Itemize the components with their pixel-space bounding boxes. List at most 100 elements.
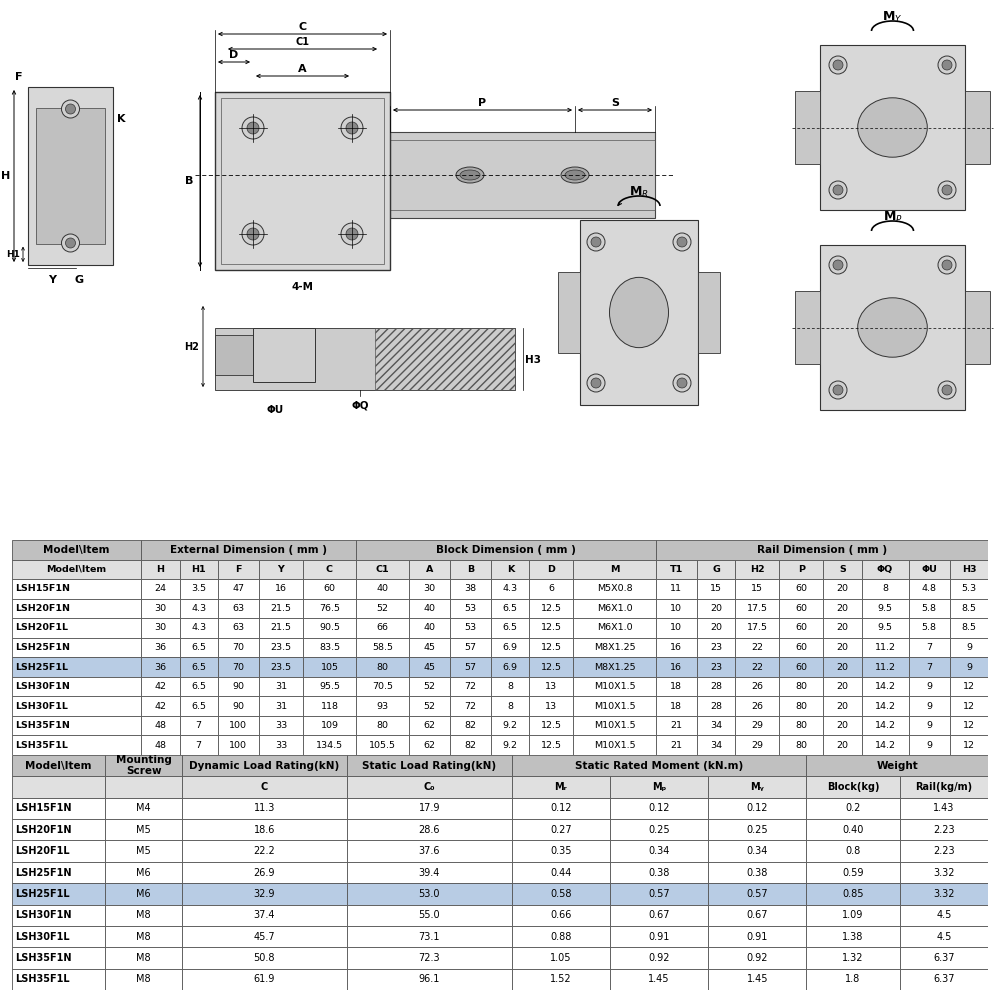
Bar: [573, 560, 656, 579]
Text: 28.6: 28.6: [419, 825, 440, 835]
Bar: [806, 819, 900, 840]
Bar: [356, 657, 409, 677]
Circle shape: [677, 237, 687, 247]
Text: Dynamic Load Rating(kN): Dynamic Load Rating(kN): [189, 761, 339, 771]
Text: 2.23: 2.23: [933, 825, 955, 835]
Text: 72.3: 72.3: [418, 953, 440, 963]
Text: 11.2: 11.2: [875, 643, 896, 652]
Bar: [303, 618, 356, 638]
Text: 33: 33: [275, 741, 287, 750]
Bar: [491, 677, 529, 696]
Bar: [141, 735, 180, 755]
Bar: [141, 560, 180, 579]
Circle shape: [247, 228, 259, 240]
Text: LSH30F1N: LSH30F1N: [15, 682, 70, 691]
Text: 8: 8: [507, 702, 513, 711]
Bar: [409, 716, 450, 735]
Text: Mᵣ: Mᵣ: [555, 782, 567, 792]
Bar: [512, 969, 610, 990]
Bar: [823, 560, 862, 579]
Text: Model\Item: Model\Item: [43, 545, 110, 555]
Text: Static Rated Moment (kN.m): Static Rated Moment (kN.m): [575, 761, 743, 771]
Text: 12.5: 12.5: [541, 643, 562, 652]
Text: 6: 6: [548, 584, 554, 593]
Bar: [512, 798, 610, 819]
Text: C: C: [298, 22, 307, 32]
Text: 0.66: 0.66: [550, 910, 572, 920]
Text: 30: 30: [154, 623, 167, 632]
Text: 0.92: 0.92: [747, 953, 768, 963]
Text: 20: 20: [836, 584, 848, 593]
Text: M8: M8: [136, 932, 151, 942]
Bar: [409, 579, 450, 599]
Bar: [708, 819, 806, 840]
Bar: [12, 540, 141, 560]
Bar: [409, 638, 450, 657]
Text: H2: H2: [184, 342, 199, 352]
Bar: [303, 560, 356, 579]
Text: 6.5: 6.5: [503, 623, 518, 632]
Text: 7: 7: [196, 741, 202, 750]
Text: 66: 66: [376, 623, 388, 632]
Bar: [950, 638, 988, 657]
Text: LSH25F1N: LSH25F1N: [15, 643, 70, 652]
Text: 30: 30: [423, 584, 436, 593]
Text: Y: Y: [48, 275, 56, 285]
Bar: [450, 657, 491, 677]
Bar: [347, 776, 512, 798]
Text: 15: 15: [710, 584, 722, 593]
Bar: [735, 716, 779, 735]
Bar: [610, 862, 708, 883]
Circle shape: [341, 117, 363, 139]
Bar: [610, 840, 708, 862]
Bar: [218, 735, 259, 755]
Text: 52: 52: [423, 682, 435, 691]
Bar: [105, 862, 182, 883]
Bar: [141, 638, 180, 657]
Bar: [303, 735, 356, 755]
Text: M8X1.25: M8X1.25: [594, 663, 635, 672]
Text: Weight: Weight: [876, 761, 918, 771]
Text: 95.5: 95.5: [319, 682, 340, 691]
Circle shape: [829, 181, 847, 199]
Bar: [656, 735, 697, 755]
Text: 4.5: 4.5: [936, 932, 952, 942]
Text: 2.23: 2.23: [933, 846, 955, 856]
Bar: [356, 618, 409, 638]
Text: LSH35F1L: LSH35F1L: [15, 974, 70, 984]
Bar: [735, 735, 779, 755]
Text: ΦU: ΦU: [921, 565, 937, 574]
Bar: [218, 579, 259, 599]
Bar: [259, 657, 303, 677]
Bar: [180, 657, 218, 677]
Bar: [180, 618, 218, 638]
Bar: [347, 926, 512, 947]
Text: 20: 20: [710, 604, 722, 613]
Text: 10: 10: [670, 623, 682, 632]
Bar: [356, 696, 409, 716]
Text: 21.5: 21.5: [270, 623, 291, 632]
Text: 16: 16: [275, 584, 287, 593]
Bar: [656, 696, 697, 716]
Bar: [512, 755, 806, 776]
Text: 57: 57: [465, 663, 477, 672]
Bar: [950, 579, 988, 599]
Text: 11: 11: [670, 584, 682, 593]
Text: A: A: [426, 565, 433, 574]
Text: H: H: [1, 171, 10, 181]
Text: 14.2: 14.2: [875, 702, 896, 711]
Bar: [221, 98, 384, 264]
Bar: [806, 840, 900, 862]
Text: 45.7: 45.7: [254, 932, 275, 942]
Bar: [356, 579, 409, 599]
Bar: [950, 657, 988, 677]
Text: 5.8: 5.8: [922, 604, 937, 613]
Bar: [303, 677, 356, 696]
Circle shape: [942, 260, 952, 270]
Bar: [356, 677, 409, 696]
Bar: [28, 87, 113, 265]
Bar: [820, 245, 965, 410]
Text: C: C: [261, 782, 268, 792]
Text: 12.5: 12.5: [541, 623, 562, 632]
Circle shape: [66, 238, 76, 248]
